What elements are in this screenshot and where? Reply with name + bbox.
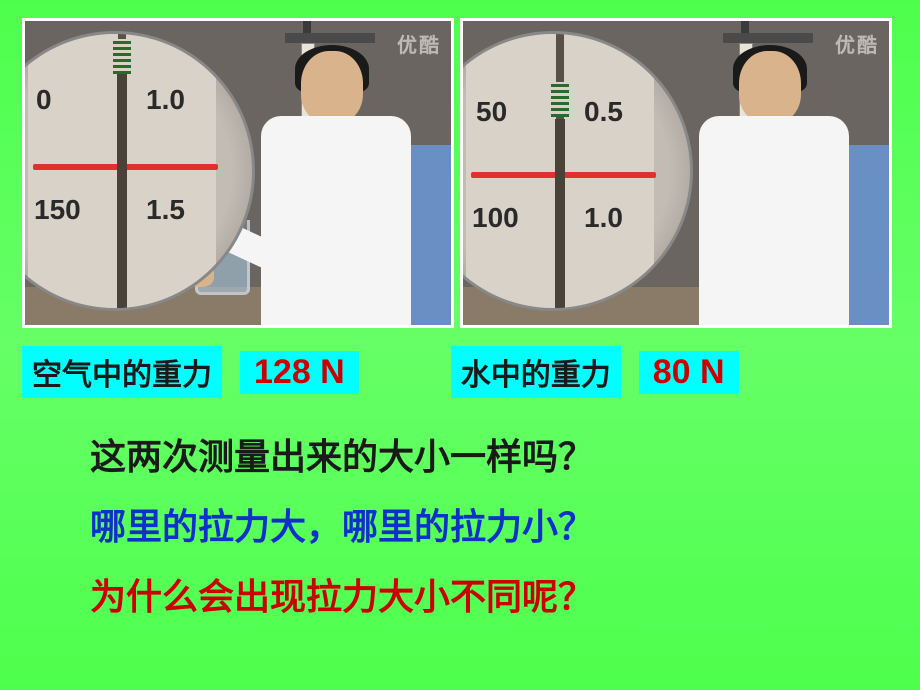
question-1: 这两次测量出来的大小一样吗？ <box>90 422 830 492</box>
tick-label: 0.5 <box>584 96 623 128</box>
tick-label: 150 <box>34 194 81 226</box>
tick-label: 1.0 <box>584 202 623 234</box>
question-block: 这两次测量出来的大小一样吗？ 哪里的拉力大，哪里的拉力小？ 为什么会出现拉力大小… <box>0 398 920 633</box>
air-weight-value: 128 N <box>240 351 359 394</box>
stand-arm <box>723 33 813 43</box>
scale-left-column <box>466 34 556 308</box>
scale-right-column <box>126 34 216 308</box>
photo-row: 优酷 0 150 1.0 1.5 优 <box>0 0 920 328</box>
person <box>241 51 441 328</box>
water-weight-label: 水中的重力 <box>451 346 621 398</box>
photo-water: 优酷 50 100 0.5 1.0 <box>460 18 892 328</box>
tick-label: 100 <box>472 202 519 234</box>
air-weight-label: 空气中的重力 <box>22 346 222 398</box>
stand-arm <box>285 33 375 43</box>
spring-icon <box>113 39 131 74</box>
person <box>679 51 879 328</box>
tick-label: 50 <box>476 96 507 128</box>
measurement-labels: 空气中的重力 128 N 水中的重力 80 N <box>0 328 920 398</box>
photo-air: 优酷 0 150 1.0 1.5 <box>22 18 454 328</box>
water-weight-value: 80 N <box>639 351 739 394</box>
question-3: 为什么会出现拉力大小不同呢？ <box>90 562 830 632</box>
tick-label: 1.5 <box>146 194 185 226</box>
scale-rod <box>117 74 127 311</box>
question-2: 哪里的拉力大，哪里的拉力小？ <box>90 492 830 562</box>
tick-label: 0 <box>36 84 52 116</box>
scale-right-column <box>564 34 654 308</box>
gauge-magnifier: 50 100 0.5 1.0 <box>460 31 693 311</box>
tick-label: 1.0 <box>146 84 185 116</box>
scale-rod <box>555 119 565 311</box>
spring-icon <box>551 82 569 117</box>
scale-left-column <box>28 34 118 308</box>
